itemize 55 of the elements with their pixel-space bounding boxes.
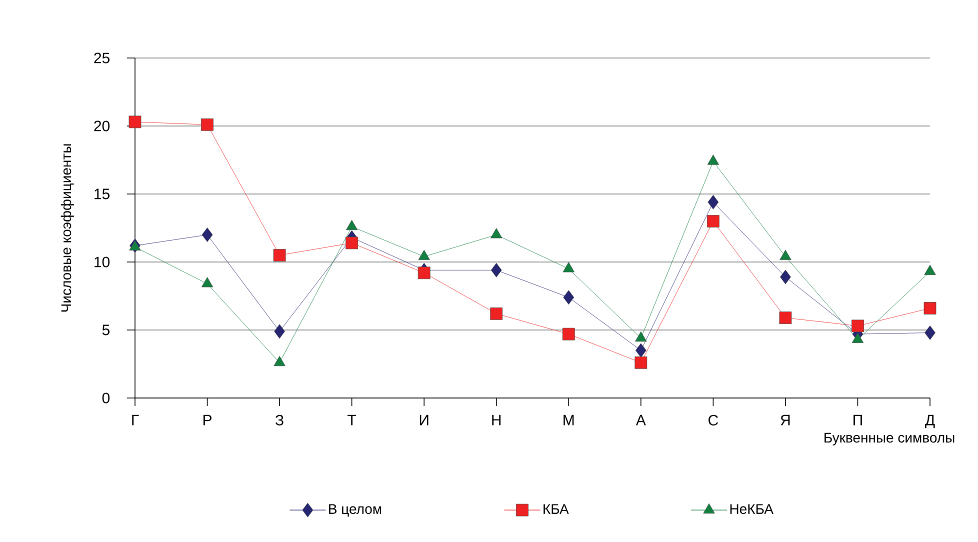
y-tick-label: 0 xyxy=(102,392,110,404)
x-tick-label: И xyxy=(420,414,428,426)
legend-label: КБА xyxy=(544,504,569,514)
y-tick-label: 10 xyxy=(94,256,110,268)
point xyxy=(418,266,430,280)
x-tick-label: Г xyxy=(132,414,139,426)
point xyxy=(852,332,864,343)
x-tick-label: А xyxy=(636,414,646,426)
point xyxy=(201,118,214,131)
point xyxy=(635,331,647,342)
point xyxy=(635,343,646,358)
x-tick-label: С xyxy=(708,414,718,426)
point xyxy=(346,236,358,250)
point xyxy=(418,250,430,260)
point xyxy=(780,250,792,260)
point xyxy=(562,262,574,272)
legend-label: НеКБА xyxy=(730,504,774,514)
point xyxy=(706,215,720,228)
point xyxy=(779,312,792,324)
y-axis-title: Числовые коэффициенты xyxy=(60,144,74,312)
y-tick-label: 15 xyxy=(94,188,110,200)
point xyxy=(201,277,214,288)
point xyxy=(707,154,720,165)
point xyxy=(490,262,502,278)
legend-label: В целом xyxy=(329,504,382,517)
x-axis-title: Буквенные символы xyxy=(824,432,954,446)
point xyxy=(780,270,791,284)
x-tick-label: П xyxy=(854,414,862,426)
x-tick-label: Р xyxy=(203,414,212,426)
point xyxy=(852,320,864,332)
x-tick-label: Н xyxy=(492,414,501,426)
x-tick-label: Т xyxy=(348,414,356,426)
point xyxy=(346,220,358,230)
point xyxy=(924,326,936,340)
x-tick-label: М xyxy=(564,414,574,426)
point xyxy=(563,290,574,305)
x-tick-label: Я xyxy=(780,414,790,426)
point xyxy=(562,328,575,340)
point xyxy=(924,264,936,275)
y-tick-label: 25 xyxy=(94,52,110,64)
point xyxy=(708,194,719,210)
point xyxy=(274,356,286,366)
point xyxy=(128,116,142,128)
point xyxy=(924,302,936,314)
point xyxy=(129,240,141,250)
x-tick-label: З xyxy=(276,414,284,426)
point xyxy=(274,324,285,339)
y-tick-label: 5 xyxy=(102,324,110,336)
point xyxy=(490,307,503,320)
point xyxy=(273,249,286,262)
point xyxy=(634,356,648,369)
x-tick-label: Д xyxy=(925,414,935,428)
point xyxy=(490,228,502,238)
point xyxy=(202,228,213,242)
y-tick-label: 20 xyxy=(94,120,110,132)
